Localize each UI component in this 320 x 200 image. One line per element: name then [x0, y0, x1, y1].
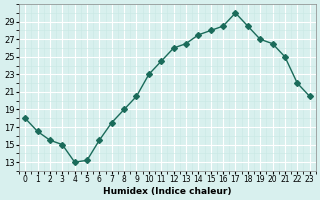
X-axis label: Humidex (Indice chaleur): Humidex (Indice chaleur) — [103, 187, 232, 196]
